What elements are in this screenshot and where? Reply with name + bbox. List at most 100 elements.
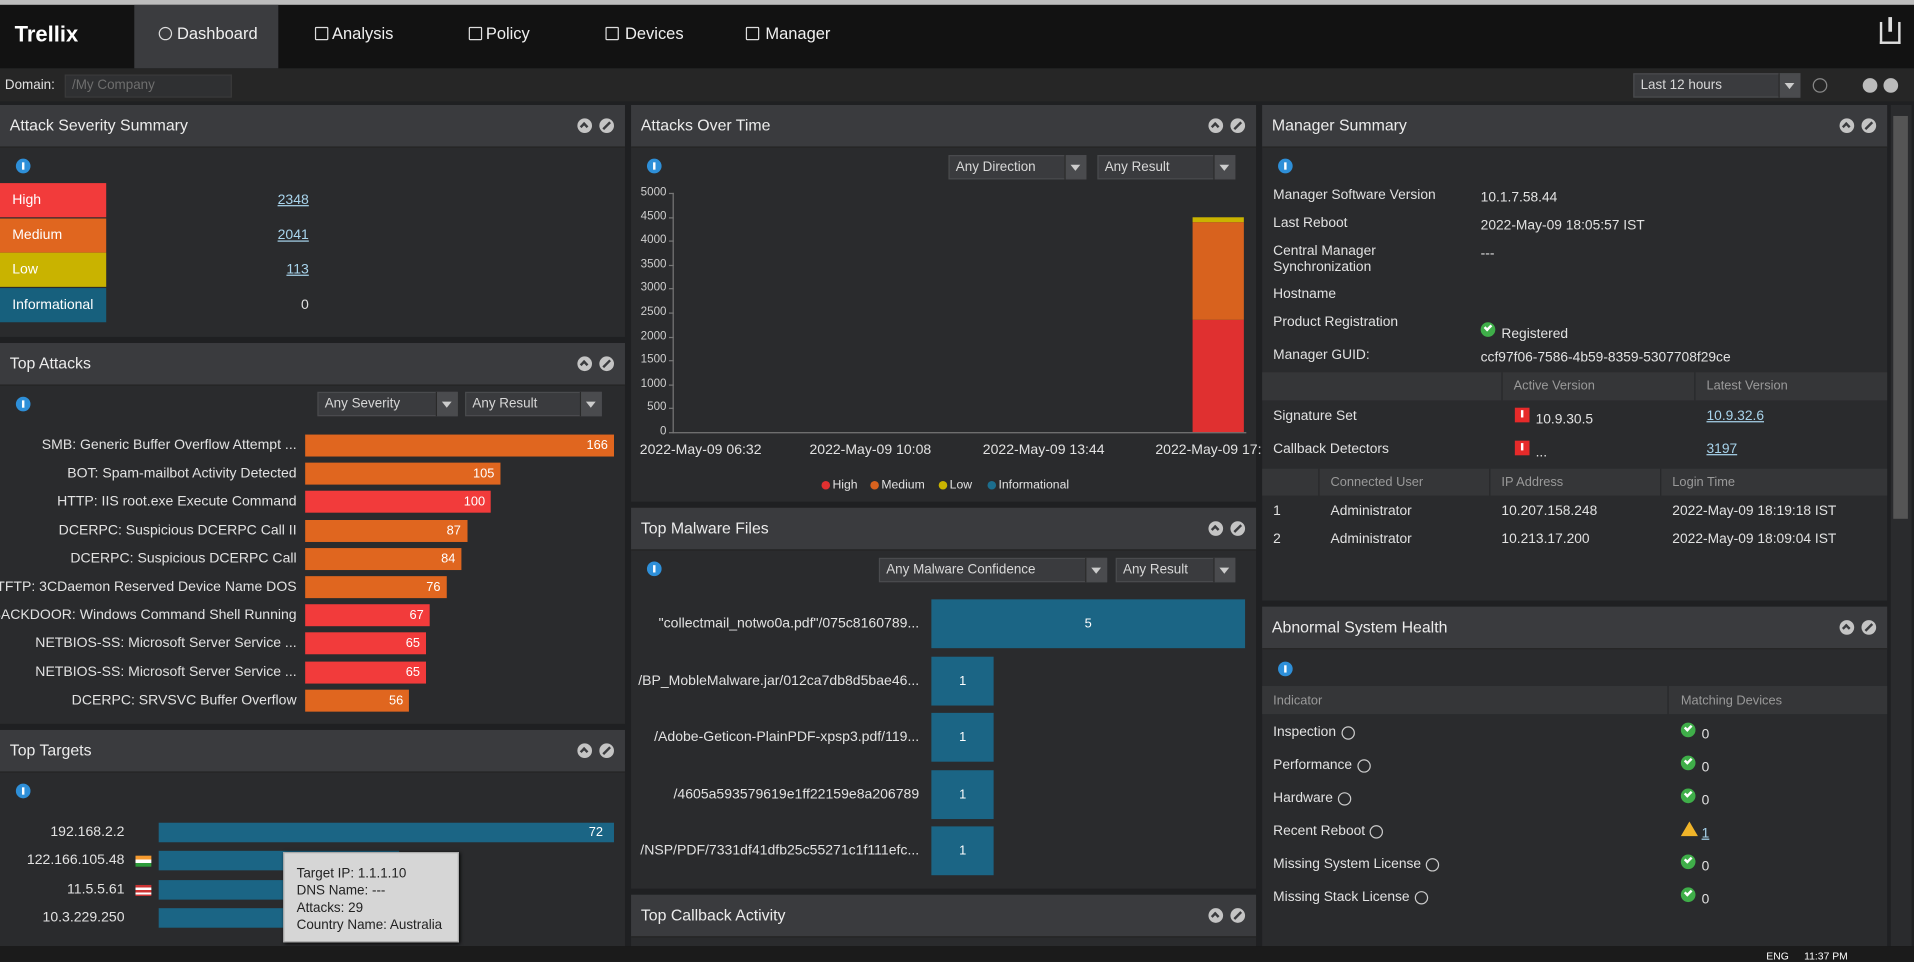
attack-label: BACKDOOR: Windows Command Shell Running bbox=[0, 606, 297, 626]
stacked-bar-segment[interactable] bbox=[1193, 320, 1244, 432]
help-icon[interactable] bbox=[1357, 759, 1370, 772]
file-label: /NSP/PDF/7331df41dfb25c55271c1f111efc... bbox=[640, 842, 919, 862]
severity-count[interactable]: 2348 bbox=[278, 190, 309, 210]
help-icon[interactable] bbox=[1338, 792, 1351, 805]
severity-count[interactable]: 113 bbox=[286, 260, 308, 280]
close-button[interactable] bbox=[1230, 521, 1245, 536]
target-label: 11.5.5.61 bbox=[67, 880, 125, 900]
ok-icon bbox=[1681, 854, 1696, 869]
check-glyph bbox=[1684, 888, 1693, 897]
field-label: Hostname bbox=[1273, 287, 1456, 302]
close-button[interactable] bbox=[1862, 118, 1877, 133]
close-button[interactable] bbox=[1862, 620, 1877, 635]
refresh-button[interactable] bbox=[1813, 78, 1828, 93]
bar[interactable] bbox=[305, 463, 500, 485]
check-glyph bbox=[1484, 323, 1493, 332]
info-icon bbox=[16, 159, 31, 174]
ok-icon bbox=[1681, 789, 1696, 804]
stacked-bar-segment[interactable] bbox=[1193, 217, 1244, 222]
panel-title: Top Targets bbox=[10, 741, 92, 761]
bar-value: 72 bbox=[589, 823, 603, 843]
column-separator bbox=[1489, 469, 1490, 496]
panel-title: Attack Severity Summary bbox=[10, 116, 188, 136]
collapse-button[interactable] bbox=[1840, 620, 1855, 635]
bar[interactable] bbox=[305, 435, 614, 457]
bar[interactable] bbox=[305, 520, 467, 542]
settings-button[interactable] bbox=[1863, 78, 1878, 93]
close-button[interactable] bbox=[1230, 118, 1245, 133]
taskbar-clock: 11:37 PM bbox=[1804, 950, 1848, 962]
close-button[interactable] bbox=[599, 356, 614, 371]
collapse-button[interactable] bbox=[1208, 521, 1223, 536]
dropdown-label: Last 12 hours bbox=[1641, 76, 1722, 96]
alert-glyph bbox=[1521, 443, 1523, 450]
taskbar-language: ENG bbox=[1766, 950, 1788, 962]
close-button[interactable] bbox=[1230, 908, 1245, 923]
field-label: Last Reboot bbox=[1273, 216, 1456, 231]
file-label: /Adobe-Geticon-PlainPDF-xpsp3.pdf/119... bbox=[654, 728, 919, 748]
collapse-glyph bbox=[1211, 912, 1220, 921]
bar-value: 100 bbox=[464, 492, 485, 512]
severity-count[interactable]: 2041 bbox=[278, 225, 309, 245]
collapse-button[interactable] bbox=[577, 118, 592, 133]
bar-value: 1 bbox=[944, 785, 981, 805]
attack-label: DCERPC: Suspicious DCERPC Call bbox=[70, 549, 296, 569]
indicator-label: Recent Reboot bbox=[1273, 822, 1365, 842]
collapse-button[interactable] bbox=[1208, 908, 1223, 923]
scrollbar-thumb[interactable] bbox=[1893, 116, 1908, 519]
arrow-glyph bbox=[1785, 83, 1795, 89]
file-label: /BP_MobleMalware.jar/012ca7db8d5bae46... bbox=[638, 671, 919, 691]
panel-title: Attacks Over Time bbox=[641, 116, 771, 136]
column-header: IP Address bbox=[1501, 472, 1563, 492]
help-icon[interactable] bbox=[1370, 825, 1383, 838]
stacked-bar-segment[interactable] bbox=[1193, 222, 1244, 320]
x-tick-label: 2022-May-09 10:08 bbox=[797, 441, 943, 461]
tooltip-line: Country Name: Australia bbox=[297, 917, 443, 934]
indicator-label: Hardware bbox=[1273, 789, 1333, 809]
close-glyph bbox=[602, 746, 611, 755]
ok-icon bbox=[1481, 322, 1496, 337]
matching-count: 0 bbox=[1702, 890, 1710, 910]
tab-icon bbox=[469, 27, 482, 40]
matching-count[interactable]: 1 bbox=[1702, 824, 1710, 844]
bar-value: 5 bbox=[1070, 614, 1107, 634]
check-glyph bbox=[1684, 855, 1693, 864]
x-axis bbox=[673, 432, 1247, 433]
collapse-button[interactable] bbox=[577, 743, 592, 758]
close-button[interactable] bbox=[599, 118, 614, 133]
legend-dot bbox=[821, 480, 830, 489]
panel-title: Abnormal System Health bbox=[1272, 618, 1448, 638]
latest-version[interactable]: 10.9.32.6 bbox=[1706, 406, 1764, 426]
close-button[interactable] bbox=[599, 743, 614, 758]
target-label: 122.166.105.48 bbox=[27, 851, 125, 871]
bar[interactable] bbox=[159, 823, 614, 843]
help-button[interactable] bbox=[1883, 78, 1898, 93]
dropdown-label: Any Result bbox=[1123, 560, 1188, 580]
info-glyph bbox=[653, 565, 655, 572]
help-icon[interactable] bbox=[1341, 726, 1354, 739]
collapse-button[interactable] bbox=[1208, 118, 1223, 133]
taskbar bbox=[0, 946, 1914, 962]
attack-label: TFTP: 3CDaemon Reserved Device Name DOS bbox=[0, 577, 297, 597]
x-tick-label: 2022-May-09 06:32 bbox=[627, 441, 773, 461]
check-glyph bbox=[1684, 756, 1693, 765]
column-separator bbox=[1501, 372, 1502, 400]
help-icon[interactable] bbox=[1414, 890, 1427, 903]
bar-value: 67 bbox=[409, 606, 423, 626]
matching-count: 0 bbox=[1702, 791, 1710, 811]
collapse-button[interactable] bbox=[1840, 118, 1855, 133]
bar[interactable] bbox=[305, 548, 461, 570]
latest-version[interactable]: 3197 bbox=[1706, 439, 1737, 459]
ok-icon bbox=[1681, 887, 1696, 902]
attack-label: HTTP: IIS root.exe Execute Command bbox=[57, 492, 297, 512]
info-glyph bbox=[1284, 665, 1286, 672]
y-tick bbox=[669, 241, 674, 242]
field-label: Product Registration bbox=[1273, 315, 1456, 330]
field-label: Central Manager Synchronization bbox=[1273, 244, 1456, 275]
collapse-button[interactable] bbox=[577, 356, 592, 371]
severity-label: High bbox=[12, 190, 41, 210]
y-tick-label: 3000 bbox=[641, 281, 667, 296]
info-glyph bbox=[22, 787, 24, 794]
help-icon[interactable] bbox=[1426, 858, 1439, 871]
bar-value: 76 bbox=[426, 577, 440, 597]
